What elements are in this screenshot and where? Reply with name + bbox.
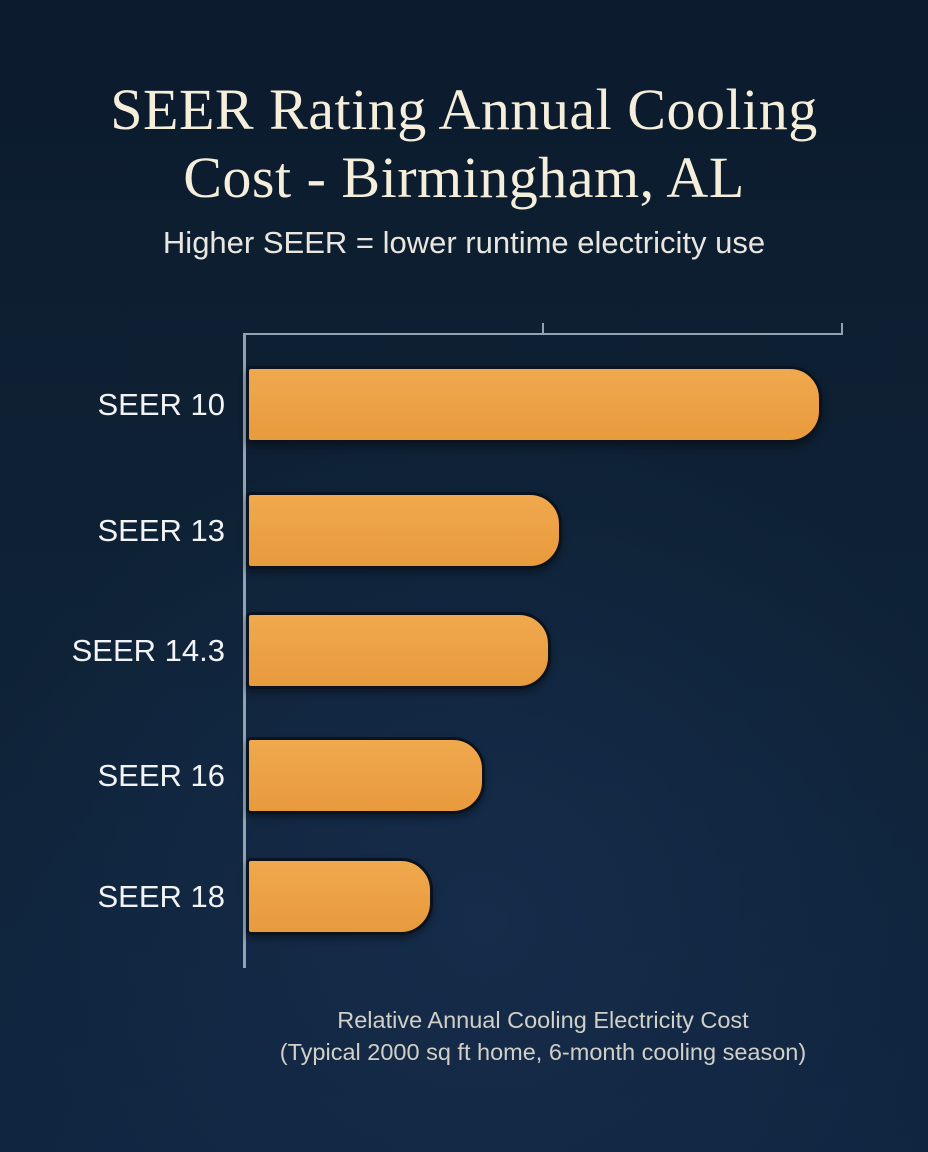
category-label-seer-14.3: SEER 14.3 (71, 633, 225, 668)
x-axis-tick-end (841, 323, 843, 335)
bar-seer-16 (246, 737, 485, 814)
bar-seer-18 (246, 858, 433, 935)
x-axis-caption-line1: Relative Annual Cooling Electricity Cost (337, 1007, 749, 1033)
y-axis-line (243, 333, 246, 968)
page-title-line1: SEER Rating Annual Cooling (110, 77, 818, 142)
category-label-seer-10: SEER 10 (97, 387, 225, 422)
bar-seer-10 (246, 366, 822, 443)
bar-seer-13 (246, 492, 562, 569)
bar-seer-14.3 (246, 612, 551, 689)
x-axis-caption-line2: (Typical 2000 sq ft home, 6-month coolin… (279, 1039, 807, 1065)
category-label-seer-13: SEER 13 (97, 513, 225, 548)
bar-chart-plot-area (243, 323, 843, 968)
x-axis-line (243, 323, 843, 335)
x-axis-caption: Relative Annual Cooling Electricity Cost… (143, 1004, 928, 1068)
category-label-seer-18: SEER 18 (97, 879, 225, 914)
page-title-line2: Cost - Birmingham, AL (183, 145, 745, 210)
category-label-seer-16: SEER 16 (97, 758, 225, 793)
x-axis-tick-mid (542, 323, 544, 335)
page-subtitle: Higher SEER = lower runtime electricity … (162, 225, 766, 260)
page-title: SEER Rating Annual Cooling Cost - Birmin… (0, 76, 928, 212)
